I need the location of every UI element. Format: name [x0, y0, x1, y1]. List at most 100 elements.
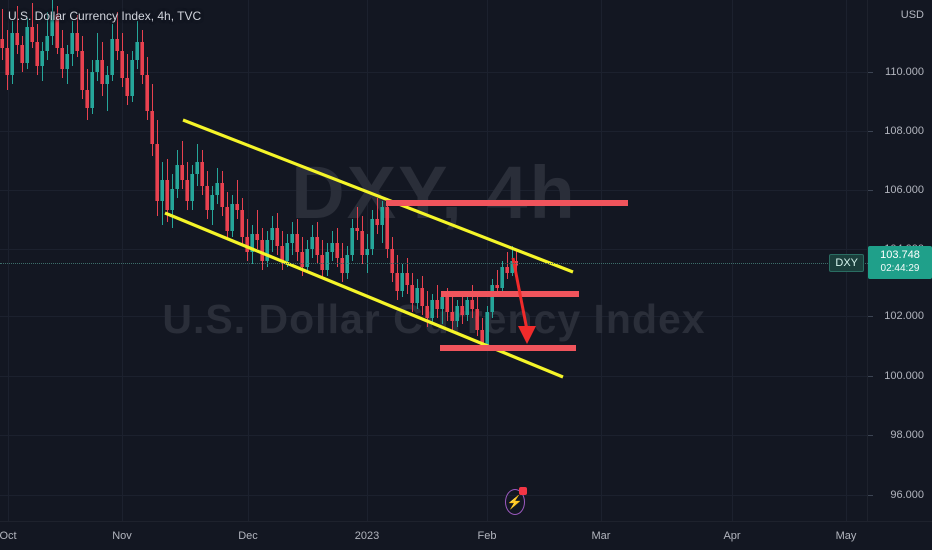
chart-legend[interactable]: U.S. Dollar Currency Index, 4h, TVC — [8, 9, 202, 23]
candle-body[interactable] — [410, 285, 414, 303]
candle-body[interactable] — [330, 243, 334, 252]
candle-body[interactable] — [310, 237, 314, 249]
candle-body[interactable] — [350, 228, 354, 255]
bearish-arrow[interactable] — [511, 257, 536, 344]
candle-body[interactable] — [50, 15, 54, 36]
candle-body[interactable] — [270, 228, 274, 240]
candle-body[interactable] — [320, 255, 324, 270]
candle-body[interactable] — [465, 300, 469, 315]
candle-body[interactable] — [390, 249, 394, 273]
economic-event-marker[interactable]: ⚡ — [505, 487, 527, 515]
candle-body[interactable] — [125, 78, 129, 96]
candle-body[interactable] — [495, 285, 499, 288]
candle-body[interactable] — [205, 186, 209, 210]
candle-body[interactable] — [215, 183, 219, 195]
candle-body[interactable] — [240, 210, 244, 237]
candle-body[interactable] — [340, 258, 344, 273]
drawings-layer[interactable] — [0, 0, 868, 522]
candle-body[interactable] — [0, 39, 4, 48]
candle-body[interactable] — [355, 228, 359, 231]
candle-body[interactable] — [160, 180, 164, 201]
candle-body[interactable] — [235, 204, 239, 210]
candle-body[interactable] — [245, 237, 249, 252]
candle-body[interactable] — [280, 246, 284, 261]
candle-body[interactable] — [40, 51, 44, 66]
candle-body[interactable] — [450, 312, 454, 321]
candle-body[interactable] — [105, 75, 109, 84]
candle-body[interactable] — [375, 219, 379, 225]
candle-body[interactable] — [175, 165, 179, 189]
candlestick-series[interactable] — [0, 0, 868, 522]
candle-body[interactable] — [195, 162, 199, 174]
candle-body[interactable] — [155, 144, 159, 201]
candle-body[interactable] — [325, 252, 329, 270]
candle-body[interactable] — [250, 234, 254, 252]
candle-body[interactable] — [435, 300, 439, 309]
candle-body[interactable] — [85, 90, 89, 108]
symbol-price-tag[interactable]: DXY — [829, 254, 864, 272]
candle-body[interactable] — [15, 33, 19, 45]
candle-body[interactable] — [45, 36, 49, 51]
candle-body[interactable] — [510, 261, 514, 273]
candle-body[interactable] — [490, 285, 494, 312]
candle-body[interactable] — [185, 180, 189, 201]
candle-body[interactable] — [440, 297, 444, 309]
candle-body[interactable] — [475, 309, 479, 330]
candle-body[interactable] — [290, 234, 294, 243]
candle-body[interactable] — [445, 297, 449, 312]
candle-body[interactable] — [165, 180, 169, 210]
candle-body[interactable] — [135, 42, 139, 60]
candle-body[interactable] — [225, 207, 229, 231]
candle-body[interactable] — [180, 165, 184, 180]
candle-body[interactable] — [300, 252, 304, 267]
candle-body[interactable] — [220, 183, 224, 207]
candle-body[interactable] — [400, 273, 404, 291]
candle-body[interactable] — [90, 72, 94, 108]
candle-body[interactable] — [10, 33, 14, 75]
candle-body[interactable] — [345, 255, 349, 273]
candle-body[interactable] — [130, 60, 134, 96]
candle-body[interactable] — [60, 48, 64, 69]
candle-body[interactable] — [420, 288, 424, 306]
candle-body[interactable] — [380, 207, 384, 225]
candle-body[interactable] — [150, 111, 154, 144]
candle-body[interactable] — [70, 33, 74, 54]
candle-body[interactable] — [505, 267, 509, 273]
candle-body[interactable] — [395, 273, 399, 291]
candle-body[interactable] — [255, 234, 259, 240]
candle-body[interactable] — [170, 189, 174, 210]
candle-body[interactable] — [265, 240, 269, 261]
candle-body[interactable] — [95, 60, 99, 72]
candle-body[interactable] — [80, 51, 84, 90]
candle-body[interactable] — [430, 300, 434, 318]
candle-body[interactable] — [305, 249, 309, 267]
candle-body[interactable] — [425, 306, 429, 318]
candle-body[interactable] — [110, 39, 114, 75]
candle-body[interactable] — [140, 42, 144, 75]
candle-body[interactable] — [145, 75, 149, 111]
candle-body[interactable] — [260, 240, 264, 261]
candle-body[interactable] — [100, 60, 104, 84]
candle-body[interactable] — [120, 51, 124, 78]
candle-body[interactable] — [285, 243, 289, 261]
price-axis[interactable]: USD 110.000108.000106.000104.000102.0001… — [867, 0, 932, 522]
candle-body[interactable] — [75, 33, 79, 51]
candle-body[interactable] — [295, 234, 299, 252]
candle-body[interactable] — [5, 48, 9, 75]
upper-channel-line[interactable] — [182, 118, 574, 274]
candle-body[interactable] — [365, 249, 369, 255]
candle-body[interactable] — [480, 330, 484, 345]
candle-body[interactable] — [500, 267, 504, 288]
candle-body[interactable] — [470, 300, 474, 309]
candle-body[interactable] — [200, 162, 204, 186]
candle-body[interactable] — [65, 54, 69, 69]
candle-body[interactable] — [275, 228, 279, 246]
candle-body[interactable] — [35, 42, 39, 66]
candle-body[interactable] — [455, 306, 459, 321]
candle-body[interactable] — [335, 243, 339, 258]
time-axis[interactable]: Oct Nov Dec 2023 Feb Mar Apr May — [0, 521, 932, 550]
candle-body[interactable] — [415, 288, 419, 303]
candle-body[interactable] — [25, 27, 29, 63]
candle-body[interactable] — [405, 273, 409, 285]
candle-body[interactable] — [190, 174, 194, 201]
